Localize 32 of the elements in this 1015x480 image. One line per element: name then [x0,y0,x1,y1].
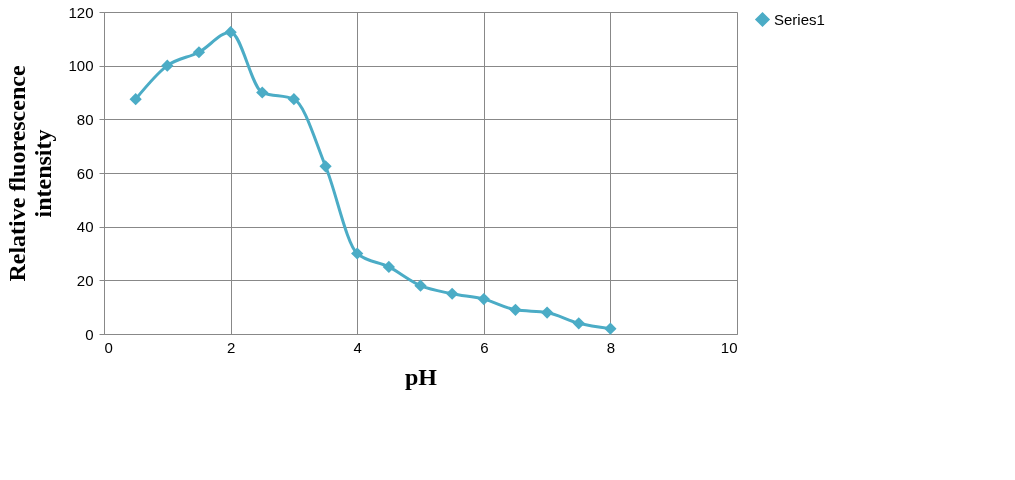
point [129,93,142,106]
point [192,46,206,59]
point [256,86,269,99]
point [604,322,617,335]
y-tick-label: 20 [76,271,94,289]
y-tick-label: 60 [76,164,94,182]
point [319,160,332,173]
point [224,26,237,39]
y-tick-label: 100 [68,57,94,75]
point [540,306,554,319]
point [572,317,585,330]
y-tick-label: 120 [68,3,94,21]
x-tick-label: 4 [353,338,362,356]
point [509,303,522,316]
point [287,93,301,106]
x-tick-label: 2 [226,338,236,356]
x-tick-label: 6 [480,338,489,356]
y-tick-label: 40 [76,218,94,236]
x-axis-title: pH [404,363,438,390]
x-tick-label: 0 [104,338,113,356]
y-tick-label: 80 [76,110,94,128]
y-tick-label: 0 [85,325,94,343]
legend-label: Series1 [774,10,825,28]
point [351,247,364,260]
point [161,59,174,72]
point [414,279,427,292]
x-tick-label: 10 [720,338,738,356]
point [382,260,395,274]
point [477,292,490,306]
y-axis-title: Relative fluorescence intensity [4,65,57,282]
point [446,287,459,300]
x-tick-label: 8 [606,338,616,356]
